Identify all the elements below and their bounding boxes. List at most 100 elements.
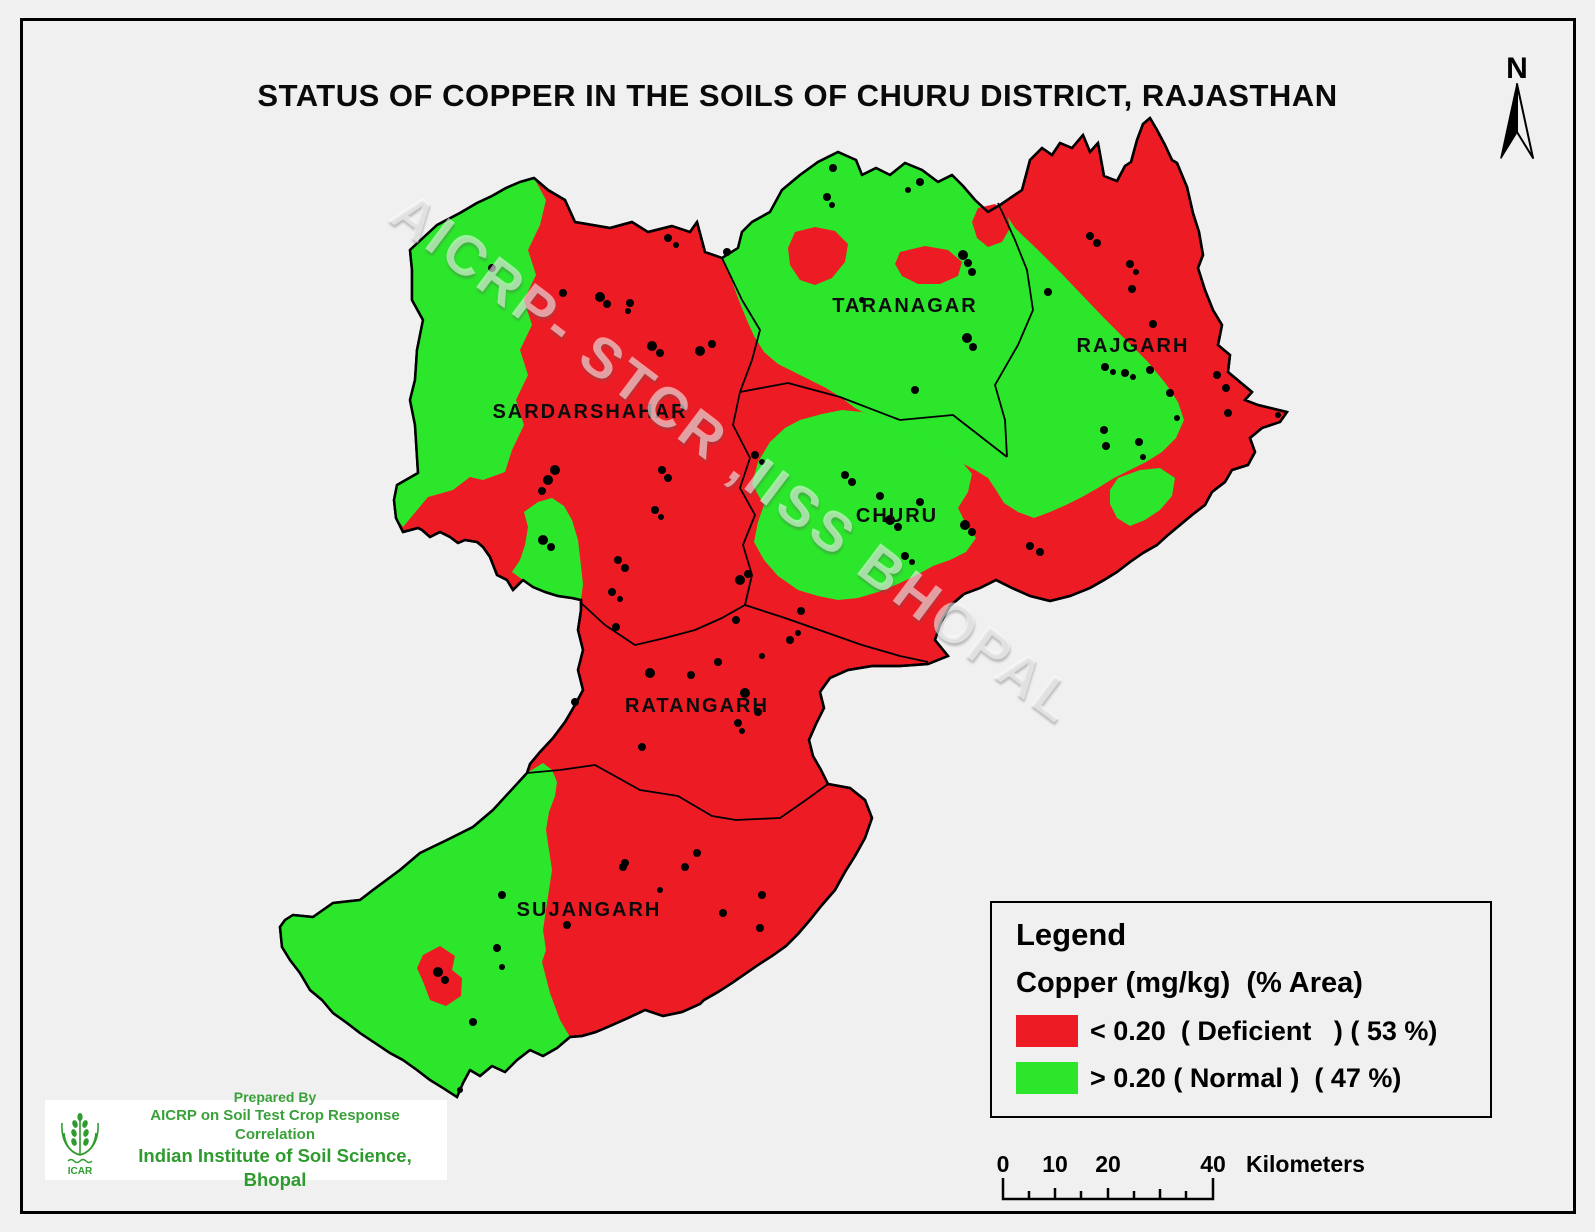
sample-point: [758, 891, 766, 899]
sample-point: [658, 514, 664, 520]
sample-point: [651, 506, 659, 514]
sample-point: [740, 688, 750, 698]
deficient-patch-taranagar-rajgarh-border: [972, 204, 1010, 247]
icar-script-squiggle: [67, 1158, 93, 1164]
sample-point: [563, 921, 571, 929]
sample-point: [1140, 454, 1146, 460]
sample-point: [673, 242, 679, 248]
scale-tick-label-10: 10: [1042, 1151, 1068, 1177]
sample-point: [645, 668, 655, 678]
sample-point: [1222, 384, 1230, 392]
legend-subtitle: Copper (mg/kg) (% Area): [1016, 967, 1363, 999]
sample-point: [1093, 239, 1101, 247]
scale-bar-ticks: [1001, 1178, 1215, 1201]
sample-point: [859, 297, 865, 303]
sample-point: [723, 248, 731, 256]
sample-point: [1086, 232, 1094, 240]
sample-point: [617, 596, 623, 602]
boundary-ratangarh-sujangarh: [526, 764, 829, 821]
sample-point: [1026, 542, 1034, 550]
sample-point: [786, 636, 794, 644]
sample-point: [1133, 269, 1139, 275]
sample-point: [433, 967, 443, 977]
credits-line1: Prepared By: [233, 1089, 317, 1106]
sample-point: [911, 386, 919, 394]
sample-point: [1128, 285, 1136, 293]
sample-point: [848, 478, 856, 486]
sample-point: [901, 552, 909, 560]
sample-point: [751, 451, 759, 459]
sample-point: [960, 520, 970, 530]
sample-point: [498, 891, 506, 899]
sample-point: [969, 343, 977, 351]
north-arrow-right-half: [1516, 83, 1534, 159]
sample-point: [614, 556, 622, 564]
sample-point: [1126, 260, 1134, 268]
sample-point: [905, 187, 911, 193]
icar-logo-text: ICAR: [68, 1166, 93, 1177]
credits-box: ICAR Prepared By AICRP on Soil Test Crop…: [45, 1089, 447, 1190]
sample-point: [719, 909, 727, 917]
sample-point: [735, 575, 745, 585]
sample-point: [1213, 371, 1221, 379]
sample-point: [968, 528, 976, 536]
sample-point: [550, 465, 560, 475]
sample-point: [457, 1087, 463, 1093]
legend-item-normal: > 0.20 ( Normal ) ( 47 %): [1016, 1062, 1490, 1094]
sample-point: [559, 289, 567, 297]
sample-point: [732, 616, 740, 624]
region-label-taranagar: TARANAGAR: [832, 295, 977, 317]
sample-point: [1100, 426, 1108, 434]
sample-point: [493, 944, 501, 952]
sample-point: [625, 308, 631, 314]
sample-point: [916, 178, 924, 186]
sample-point: [1149, 320, 1157, 328]
north-arrow-left-half: [1500, 83, 1518, 159]
region-label-rajgarh: RAJGARH: [1077, 335, 1190, 357]
sample-point: [687, 671, 695, 679]
normal-zone-rajgarh-south: [1110, 468, 1175, 526]
north-arrow-label: N: [1506, 52, 1528, 85]
sample-point: [1130, 374, 1136, 380]
icar-logo: ICAR: [61, 1113, 99, 1177]
north-arrow: N: [1500, 52, 1534, 159]
sample-point: [658, 466, 666, 474]
region-label-sardarshahar: SARDARSHAHAR: [492, 401, 687, 423]
sample-point: [619, 863, 627, 871]
sample-point: [795, 630, 801, 636]
sample-point: [708, 340, 716, 348]
sample-point: [441, 976, 449, 984]
deficient-swatch: [1016, 1015, 1078, 1047]
sample-point: [538, 535, 548, 545]
sample-point: [1135, 438, 1143, 446]
sample-point: [714, 658, 722, 666]
sample-point: [693, 849, 701, 857]
sample-point: [841, 471, 849, 479]
district-outline: [278, 116, 1289, 1099]
sample-point: [964, 259, 972, 267]
normal-zone-sardarshahar-wedge: [512, 498, 583, 600]
normal-zone-churu: [752, 410, 976, 600]
credits-line2: AICRP on Soil Test Crop Response Correla…: [150, 1106, 400, 1143]
sample-point: [739, 728, 745, 734]
deficient-patch-taranagar-1: [788, 227, 848, 285]
sample-point: [1044, 288, 1052, 296]
scale-tick-label-0: 0: [997, 1151, 1010, 1177]
region-label-churu: CHURU: [856, 505, 938, 527]
region-labels: TARANAGAR RAJGARH SARDARSHAHAR CHURU RATANGA…: [492, 295, 1190, 921]
sample-point: [547, 543, 555, 551]
sample-point: [638, 743, 646, 751]
sample-point: [626, 299, 634, 307]
sample-point: [829, 202, 835, 208]
sample-point: [647, 341, 657, 351]
boundary-taranagar-rajgarh: [994, 202, 1034, 458]
sample-point: [734, 719, 742, 727]
sample-point: [894, 523, 902, 531]
normal-zone-sardarshahar-west: [394, 178, 546, 527]
sample-point: [916, 498, 924, 506]
boundary-churu-ratangarh: [744, 604, 929, 663]
sample-point: [1166, 389, 1174, 397]
boundary-sardarshahar-churu: [732, 391, 756, 606]
sample-point: [744, 570, 752, 578]
